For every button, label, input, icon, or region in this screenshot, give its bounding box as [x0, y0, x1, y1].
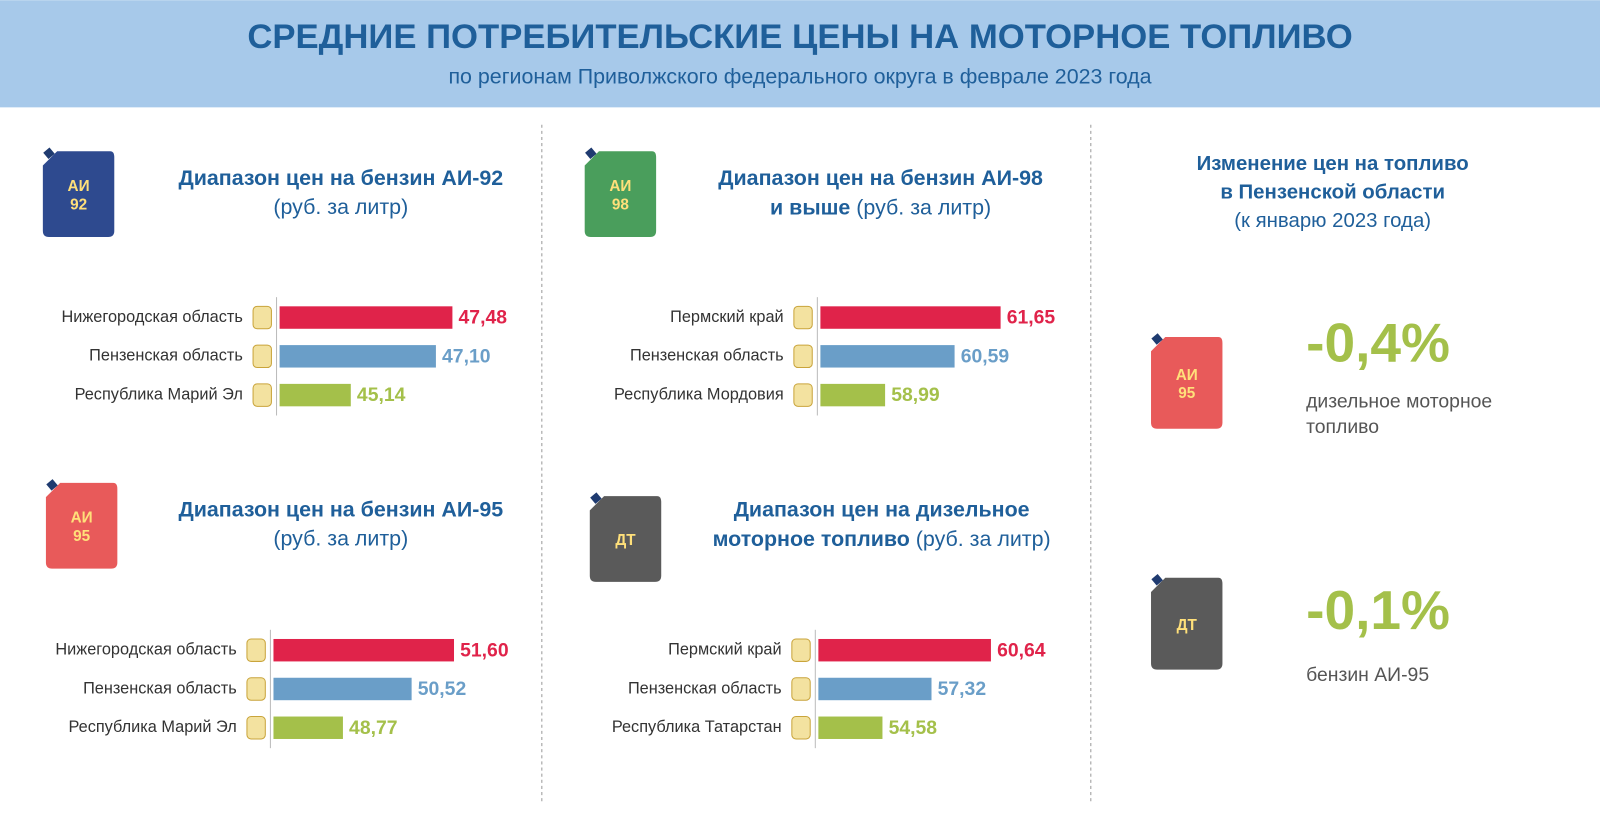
page-title: СРЕДНИЕ ПОТРЕБИТЕЛЬСКИЕ ЦЕНЫ НА МОТОРНОЕ…	[247, 18, 1352, 56]
panel-subtitle: (к январю 2023 года)	[1234, 210, 1431, 232]
bar	[273, 716, 343, 739]
region-emblem	[252, 305, 272, 330]
canister-cap	[43, 147, 55, 160]
category-label: Республика Марий Эл	[75, 385, 243, 403]
chart-title-part: Диапазон цен на бензин АИ-98	[718, 165, 1043, 189]
region-emblem	[252, 344, 272, 369]
chart-title-part: и выше	[770, 195, 850, 219]
canister	[45, 482, 118, 569]
bar	[279, 306, 453, 329]
change-value: -0,1%	[1306, 579, 1450, 641]
region-emblem	[252, 383, 272, 407]
value-label: 61,65	[1007, 307, 1056, 329]
region-emblem	[793, 305, 813, 330]
bar	[273, 638, 455, 662]
value-label: 50,52	[418, 678, 467, 700]
value-label: 60,59	[961, 345, 1010, 367]
chart-unit: (руб. за литр)	[916, 527, 1051, 551]
chart-title: моторное топливо (руб. за литр)	[713, 527, 1051, 551]
canister-label: 98	[612, 196, 630, 213]
chart-title: Диапазон цен на дизельное	[734, 497, 1030, 521]
value-label: 58,99	[891, 384, 940, 406]
value-label: 57,32	[938, 678, 987, 700]
canister-label: АИ	[68, 178, 90, 195]
value-label: 51,60	[460, 639, 509, 661]
bar	[820, 306, 1001, 329]
region-emblem	[791, 638, 811, 662]
region-emblem	[791, 716, 811, 740]
region-emblem	[246, 638, 266, 662]
bar	[818, 677, 932, 701]
category-label: Пензенская область	[630, 347, 784, 365]
change-caption: бензин АИ-95	[1306, 664, 1429, 686]
canister-label: ДТ	[615, 532, 636, 549]
category-label: Пермский край	[668, 641, 782, 659]
bar	[818, 638, 991, 662]
chart-title-part: Диапазон цен на бензин АИ-92	[178, 165, 503, 189]
panel-title: в Пензенской области	[1220, 181, 1445, 203]
canister-label: 92	[70, 196, 87, 213]
chart-title-part: Диапазон цен на бензин АИ-95	[178, 497, 503, 521]
bar	[820, 383, 886, 407]
value-label: 47,10	[442, 345, 491, 367]
canister-cap	[46, 479, 58, 491]
canister-label: АИ	[1176, 367, 1198, 384]
chart-title: Диапазон цен на бензин АИ-95	[178, 497, 503, 521]
category-label: Пензенская область	[83, 679, 237, 697]
change-caption: топливо	[1306, 416, 1379, 438]
category-label: Пензенская область	[628, 679, 782, 697]
category-label: Пензенская область	[89, 347, 243, 365]
chart-title-part: моторное топливо	[713, 527, 910, 551]
canister-cap	[590, 492, 602, 504]
canister	[589, 496, 662, 582]
value-label: 60,64	[997, 639, 1046, 661]
bar	[820, 345, 955, 368]
category-label: Республика Мордовия	[614, 385, 784, 403]
region-emblem	[791, 677, 811, 701]
bar	[279, 345, 436, 368]
panel-title: Изменение цен на топливо	[1197, 153, 1469, 175]
change-value: -0,4%	[1306, 312, 1450, 374]
canister-cap	[1151, 574, 1163, 586]
category-label: Нижегородская область	[55, 641, 236, 659]
canister-label: ДТ	[1177, 617, 1198, 634]
canister-label: 95	[1178, 385, 1196, 402]
canister-label: 95	[73, 528, 91, 545]
chart-title: и выше (руб. за литр)	[770, 195, 991, 219]
chart-title: Диапазон цен на бензин АИ-92	[178, 165, 503, 189]
canister	[1151, 577, 1223, 670]
category-label: Республика Марий Эл	[68, 718, 236, 736]
chart-unit: (руб. за литр)	[273, 195, 408, 219]
region-emblem	[793, 383, 813, 407]
value-label: 45,14	[357, 384, 406, 406]
canister	[584, 151, 657, 237]
bar	[273, 677, 412, 701]
bar	[818, 716, 883, 739]
value-label: 47,48	[459, 307, 508, 329]
region-emblem	[246, 716, 266, 740]
category-label: Нижегородская область	[62, 308, 243, 326]
canister	[42, 151, 115, 237]
page-subtitle: по регионам Приволжского федерального ок…	[448, 64, 1151, 88]
region-emblem	[793, 344, 813, 369]
canister-label: АИ	[71, 510, 93, 527]
region-emblem	[246, 677, 266, 701]
category-label: Республика Татарстан	[612, 718, 782, 736]
header-band	[0, 0, 1600, 108]
value-label: 54,58	[889, 717, 938, 739]
canister-cap	[585, 147, 597, 160]
chart-unit: (руб. за литр)	[856, 195, 991, 219]
chart-title-part: Диапазон цен на дизельное	[734, 497, 1030, 521]
canister-cap	[1151, 333, 1163, 345]
canister	[1151, 336, 1223, 429]
change-caption: дизельное моторное	[1306, 390, 1492, 412]
canister-label: АИ	[609, 178, 631, 195]
bar	[279, 383, 351, 407]
chart-title: Диапазон цен на бензин АИ-98	[718, 165, 1043, 189]
chart-unit: (руб. за литр)	[273, 527, 408, 551]
category-label: Пермский край	[670, 308, 784, 326]
value-label: 48,77	[349, 717, 398, 739]
